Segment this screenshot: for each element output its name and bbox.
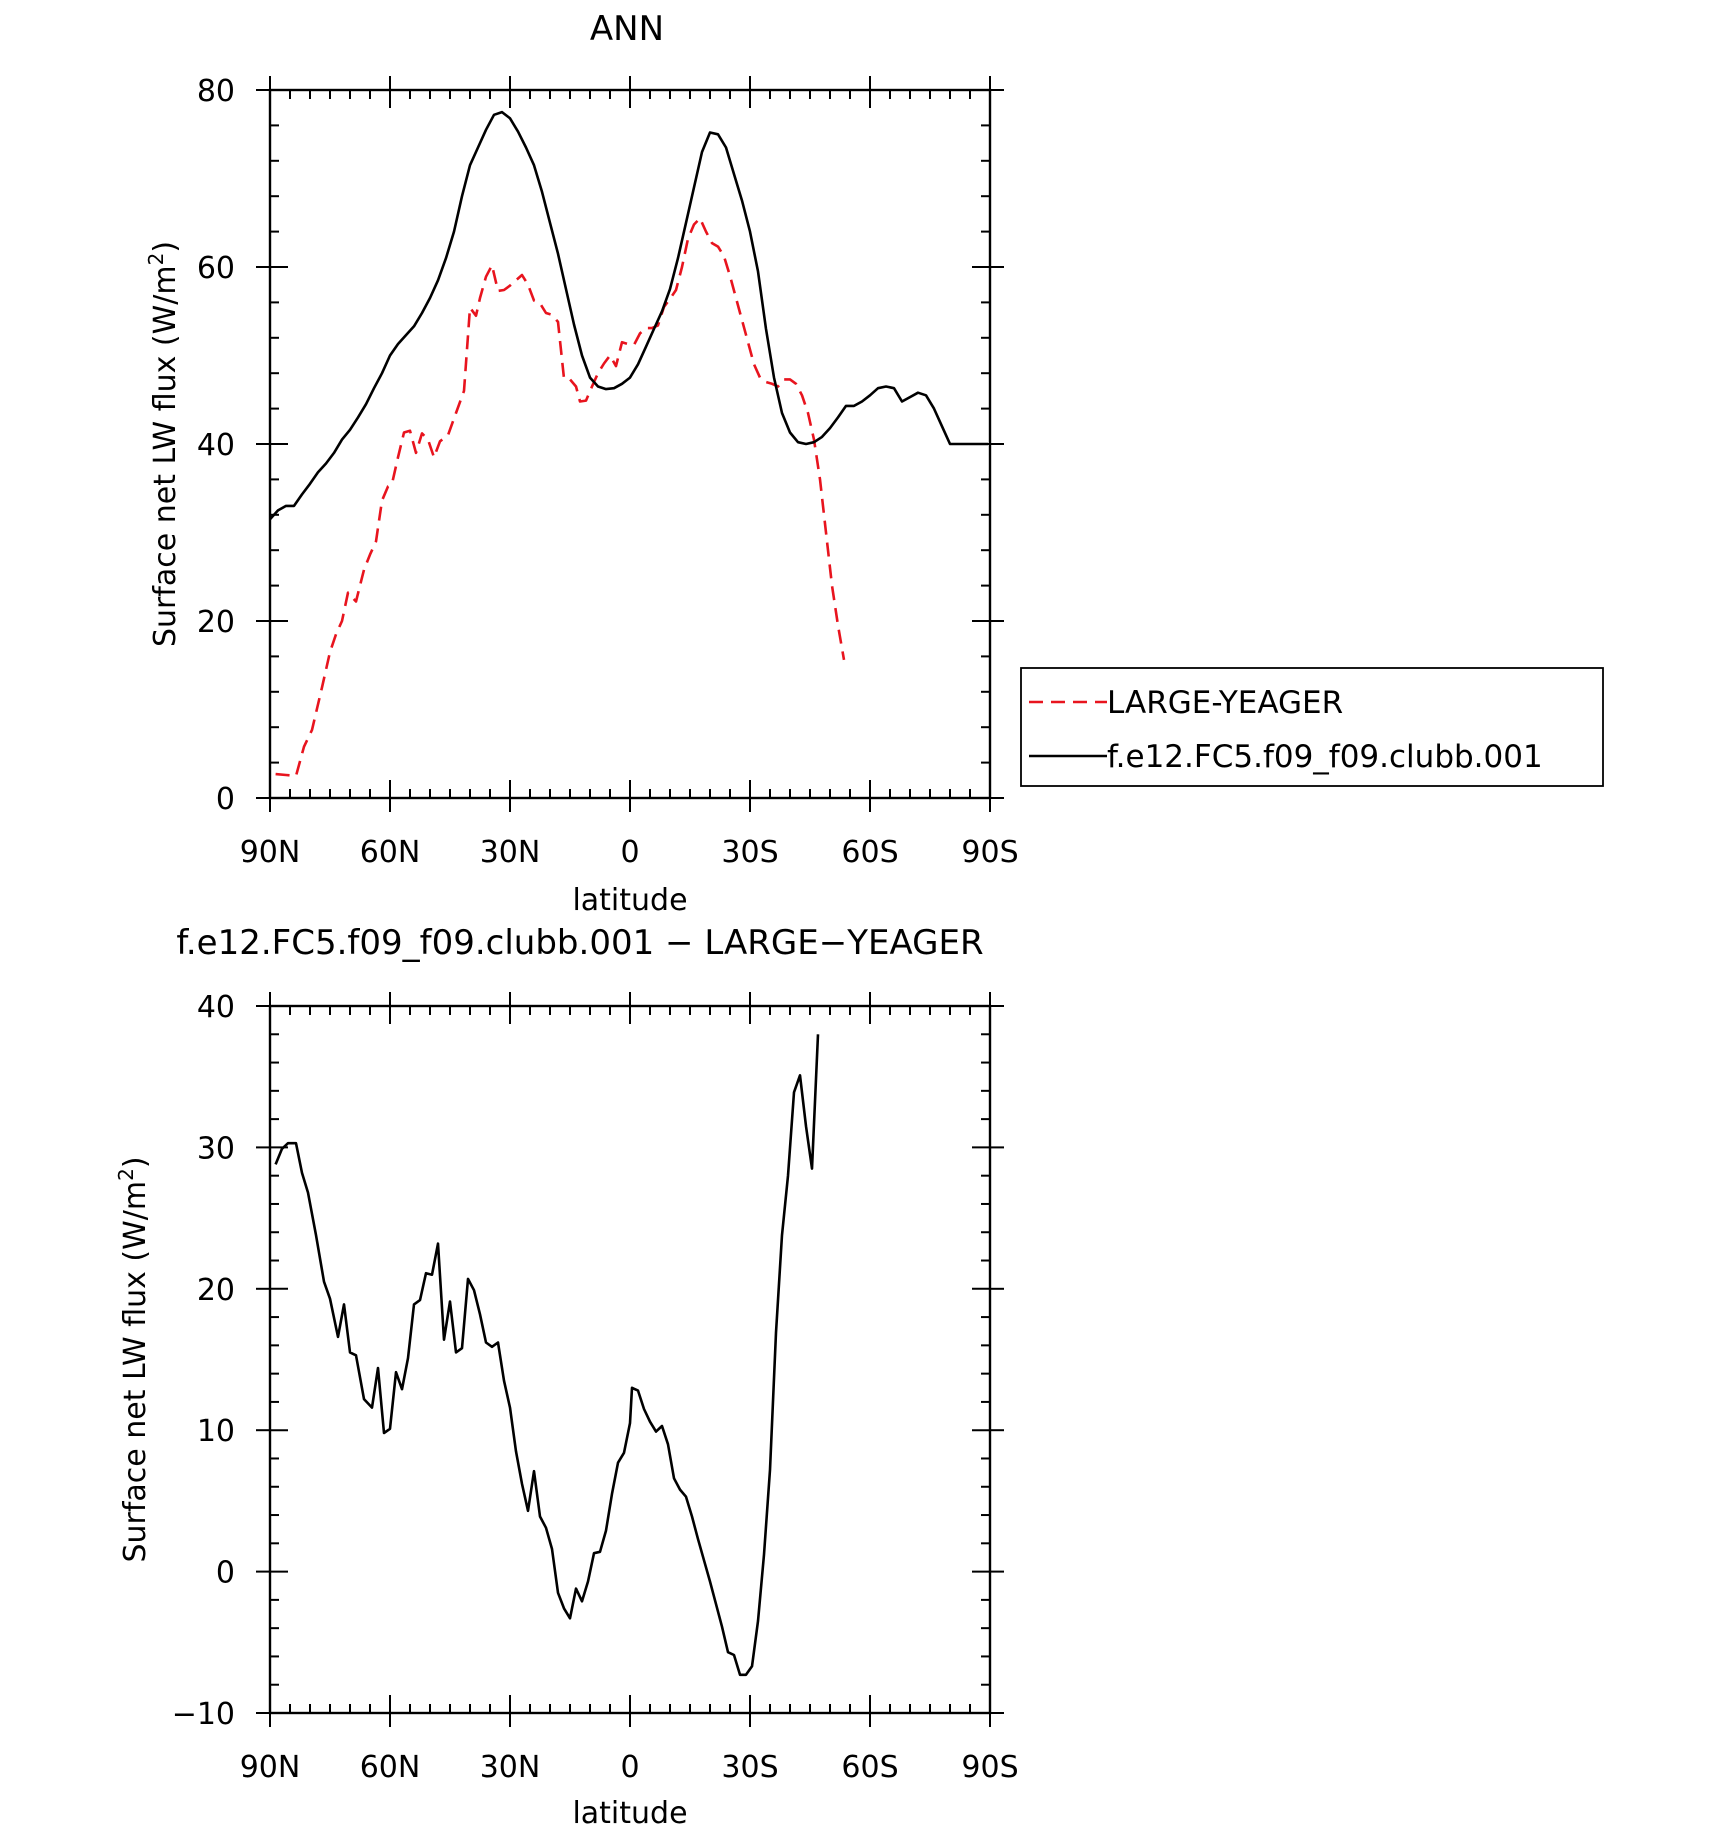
tick-marks — [256, 76, 1004, 812]
x-axis-label: latitude — [572, 1796, 687, 1831]
legend-label: LARGE-YEAGER — [1107, 685, 1343, 721]
chart-title: f.e12.FC5.f09_f09.clubb.001 − LARGE−YEAG… — [176, 923, 983, 963]
y-axis-label-exponent: 2 — [144, 253, 168, 266]
x-tick-label: 90N — [240, 1750, 301, 1785]
x-tick-label: 30N — [480, 835, 541, 870]
legend: LARGE-YEAGER f.e12.FC5.f09_f09.clubb.001 — [1020, 667, 1604, 787]
series-line-f-e12-fc5-f09-f09-clubb-001 — [269, 110, 988, 521]
x-tick-label: 90S — [961, 1750, 1018, 1785]
y-axis-label-main: Surface net LW flux (W/m — [118, 1181, 153, 1563]
x-tick-label: 30N — [480, 1750, 541, 1785]
legend-label: f.e12.FC5.f09_f09.clubb.001 — [1107, 739, 1543, 775]
series-line-large-yeager — [275, 217, 846, 778]
y-tick-label: 10 — [197, 1414, 235, 1449]
y-tick-label: 80 — [197, 74, 235, 109]
x-tick-label: 90N — [240, 835, 301, 870]
y-tick-label: 20 — [197, 1273, 235, 1308]
y-axis-label-close: ) — [118, 1156, 153, 1168]
y-tick-label: 0 — [216, 782, 235, 817]
legend-box — [1020, 667, 1604, 787]
x-tick-label: 0 — [620, 835, 639, 870]
x-tick-label: 60N — [360, 1750, 421, 1785]
series-line-difference — [274, 1034, 820, 1677]
tick-marks — [256, 992, 1004, 1727]
y-tick-label: 0 — [216, 1556, 235, 1591]
bottom-panel-difference: f.e12.FC5.f09_f09.clubb.001 − LARGE−YEAG… — [114, 923, 1019, 1831]
chart-title: ANN — [590, 9, 664, 49]
y-axis-label-exponent: 2 — [114, 1168, 138, 1181]
x-axis-label: latitude — [572, 883, 687, 918]
plot-frame — [268, 88, 992, 800]
y-tick-label: 40 — [197, 990, 235, 1025]
top-panel-ann: ANN 90N 60N 30N 0 30S 60S 90S 0 20 40 60 80 latitude S… — [144, 9, 1019, 918]
x-tick-label: 90S — [961, 835, 1018, 870]
x-tick-label: 60S — [841, 835, 898, 870]
plot-frame — [268, 1004, 992, 1715]
y-tick-label: 40 — [197, 428, 235, 463]
x-tick-label: 0 — [620, 1750, 639, 1785]
y-tick-label: 20 — [197, 605, 235, 640]
x-tick-label: 60S — [841, 1750, 898, 1785]
y-axis-label-main: Surface net LW flux (W/m — [148, 265, 183, 647]
y-tick-label: 60 — [197, 251, 235, 286]
x-tick-label: 60N — [360, 835, 421, 870]
x-tick-label: 30S — [721, 835, 778, 870]
x-tick-label: 30S — [721, 1750, 778, 1785]
y-tick-label: 30 — [197, 1131, 235, 1166]
y-axis-label: Surface net LW flux (W/m2) — [144, 241, 183, 647]
y-tick-label: −10 — [172, 1697, 235, 1732]
y-axis-label: Surface net LW flux (W/m2) — [114, 1156, 153, 1562]
y-axis-label-close: ) — [148, 241, 183, 253]
